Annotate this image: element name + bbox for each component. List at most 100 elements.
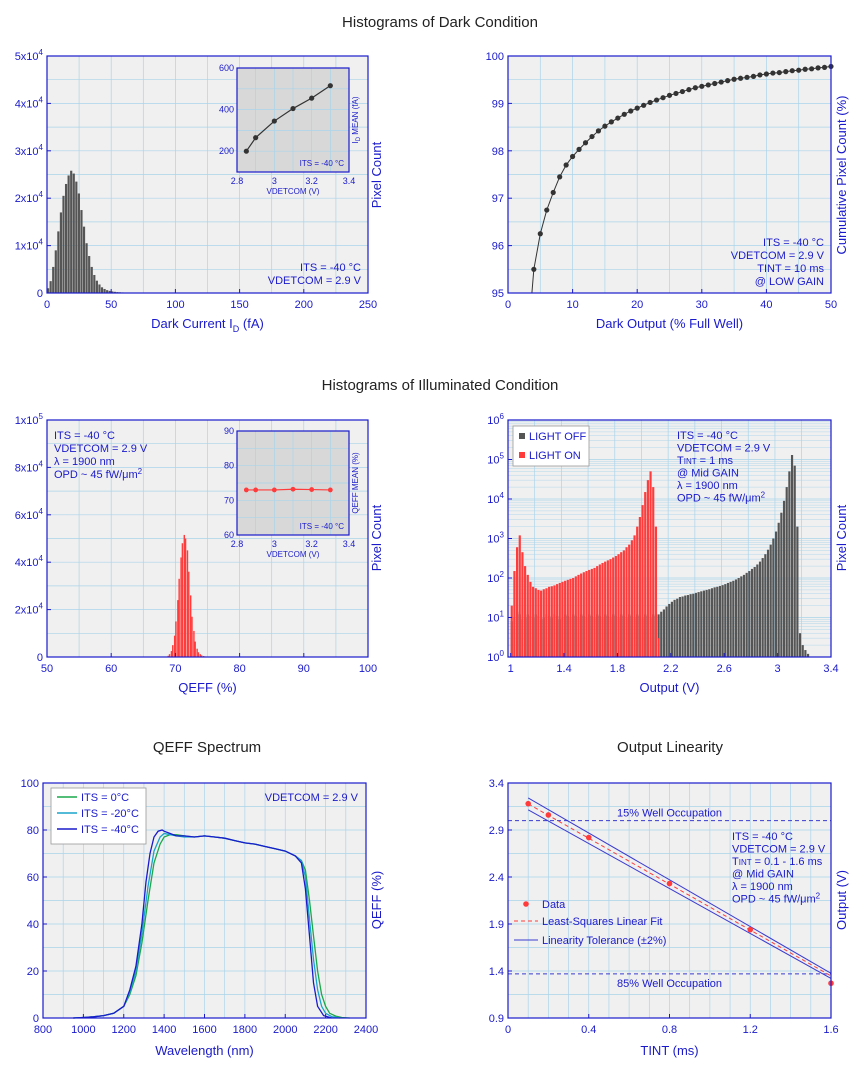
qeff-hist-bar: [175, 621, 177, 657]
output-hist-bar-light-off: [793, 465, 796, 657]
linearity-annotation: λ = 1900 nm: [732, 881, 793, 893]
output-hist-bar-light-on: [625, 547, 628, 657]
dark-inset-annotation: ITS = -40 °C: [300, 159, 345, 168]
output-hist-xlabel: Output (V): [640, 680, 700, 695]
dark-cum-point: [653, 97, 660, 103]
output-hist-bar-light-on: [577, 574, 580, 657]
dark-inset-point: [253, 135, 259, 141]
qeff-spec-series-2: [73, 829, 332, 1019]
output-hist-bar-light-on: [598, 564, 601, 657]
linearity-fit-line: [527, 803, 832, 977]
output-hist-bar-light-off: [769, 544, 772, 657]
dark-hist-annotation: ITS = -40 °C: [300, 262, 361, 274]
dark-hist-xtick-label: 0: [44, 299, 50, 311]
qeff-hist-xtick-label: 70: [169, 663, 181, 675]
dark-hist-bar: [52, 266, 55, 293]
title-dark-condition: Histograms of Dark Condition: [342, 14, 538, 31]
dark-cum-xlabel: Dark Output (% Full Well): [596, 316, 743, 331]
dark-hist-bar: [90, 266, 93, 293]
qeff-spec-xtick-label: 800: [34, 1024, 52, 1036]
dark-hist-bar: [106, 290, 109, 293]
linearity-annotation: VDETCOM = 2.9 V: [732, 844, 826, 856]
output-hist-bar-light-on: [614, 556, 617, 657]
output-hist-bar-light-on: [521, 552, 524, 657]
dark-inset-point: [243, 148, 249, 154]
output-hist-bar-light-off: [692, 593, 695, 657]
output-hist-annotation: OPD ~ 45 fW/μm2: [677, 491, 766, 505]
output-hist-bar-light-off: [796, 526, 799, 657]
qeff-hist-ytick-label: 0: [37, 652, 43, 664]
linearity-hline-label: 15% Well Occupation: [617, 808, 722, 820]
dark-cum-point: [789, 68, 795, 74]
output-hist-bar-light-on: [636, 526, 639, 657]
linearity-legend-data: Data: [542, 899, 566, 911]
linearity-annotation: @ Mid GAIN: [732, 869, 794, 881]
dark-hist-bar: [80, 210, 83, 293]
qeff-hist-bar: [173, 635, 176, 657]
dark-cum-ytick-label: 100: [486, 51, 504, 63]
output-hist-bar-light-on: [572, 578, 575, 657]
dark-cum-point: [557, 174, 563, 180]
dark-cum-xtick-label: 50: [825, 299, 837, 311]
dark-cum-xtick-label: 10: [566, 299, 578, 311]
dark-hist-bar: [77, 193, 80, 293]
output-hist-xtick-label: 3.4: [823, 663, 838, 675]
output-hist-bar-light-off: [790, 454, 794, 657]
output-hist-bar-light-off: [785, 487, 788, 657]
output-hist-xtick-label: 2.2: [663, 663, 678, 675]
qeff-inset-ytick: 60: [224, 530, 234, 540]
output-hist-bar-light-off: [708, 589, 711, 657]
dark-cum-point: [666, 92, 673, 98]
output-hist-annotation: λ = 1900 nm: [677, 480, 738, 492]
output-hist-bar-light-off: [689, 594, 692, 657]
output-hist-bar-light-off: [676, 598, 679, 657]
output-hist-bar-light-on: [569, 578, 572, 657]
dark-cum-point: [757, 72, 763, 78]
output-hist-bar-light-off: [684, 595, 687, 657]
qeff-hist-annotation: OPD ~ 45 fW/μm2: [54, 467, 143, 481]
output-hist-ytick-label: 104: [487, 491, 504, 506]
dark-hist-bar: [59, 212, 63, 293]
linearity-point: [666, 880, 673, 887]
dark-cum-point: [776, 69, 782, 76]
qeff-inset-point: [327, 487, 333, 493]
qeff-spec-ytick-label: 100: [21, 778, 39, 790]
dark-cum-xtick-label: 0: [505, 299, 511, 311]
output-hist-bar-light-off: [702, 590, 706, 657]
output-hist-bar-light-on: [585, 571, 588, 657]
linearity-xtick-label: 0.4: [581, 1024, 596, 1036]
output-hist-bar-light-off: [705, 589, 708, 657]
dark-hist-bar: [85, 243, 88, 293]
dark-cum-point: [647, 99, 653, 106]
dark-hist-bar: [75, 181, 78, 293]
qeff-spec-xtick-label: 2000: [273, 1024, 297, 1036]
linearity-annotation: ITS = -40 °C: [732, 831, 793, 843]
output-hist-bar-light-on: [641, 505, 644, 657]
qeff-inset-ylabel: QEFF MEAN (%): [351, 452, 360, 514]
qeff-spec-ytick-label: 40: [27, 919, 39, 931]
dark-hist-bar: [54, 250, 57, 293]
output-hist-bar-light-on: [513, 571, 516, 657]
dark-inset-xtick: 3.2: [305, 176, 318, 186]
output-hist-bar-light-off: [678, 597, 682, 657]
dark-hist-bar: [70, 170, 73, 293]
output-hist-bar-light-off: [774, 531, 778, 657]
output-hist-bar-light-off: [721, 585, 724, 657]
qeff-spec-xtick-label: 2200: [313, 1024, 337, 1036]
dark-hist-xtick-label: 200: [295, 299, 313, 311]
output-hist-bar-light-off: [686, 595, 690, 657]
output-hist-bar-light-off: [782, 500, 786, 657]
linearity-xtick-label: 0.8: [662, 1024, 677, 1036]
dark-hist-bar: [64, 183, 68, 293]
output-hist-annotation: TINT = 1 ms: [677, 455, 733, 467]
qeff-spec-xtick-label: 1000: [71, 1024, 95, 1036]
qeff-hist-ytick-label: 6x104: [15, 507, 44, 522]
dark-cum-point: [544, 207, 550, 213]
output-hist-bar-light-off: [734, 579, 738, 657]
output-hist-bar-light-off: [697, 592, 700, 657]
dark-hist-ylabel: Pixel Count: [369, 141, 384, 208]
qeff-hist-bar: [183, 534, 185, 657]
dark-inset-point: [309, 95, 315, 101]
dark-cum-ylabel: Cumulative Pixel Count (%): [834, 96, 849, 255]
